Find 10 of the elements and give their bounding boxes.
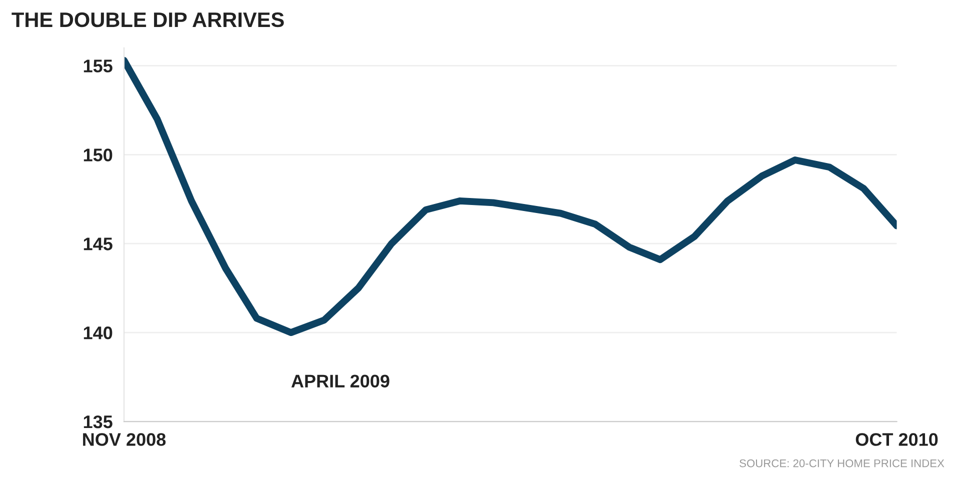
chart-title: THE DOUBLE DIP ARRIVES [12, 12, 284, 28]
y-tick-label: 155 [84, 60, 112, 72]
y-tick-label: 150 [84, 148, 112, 162]
y-tick-label: 140 [84, 326, 112, 340]
source-note: SOURCE: 20-CITY HOME PRICE INDEX [740, 459, 944, 468]
annotation: APRIL 2009 [291, 374, 390, 388]
y-tick-label: 135 [84, 415, 112, 428]
y-tick-label: 145 [84, 238, 112, 250]
x-tick-label: NOV 2008 [83, 433, 166, 446]
x-tick-label: OCT 2010 [856, 433, 938, 446]
